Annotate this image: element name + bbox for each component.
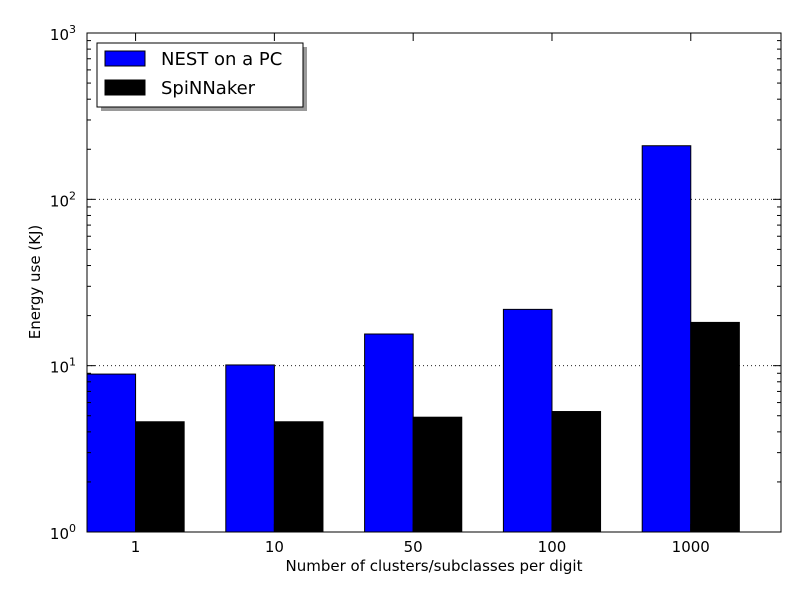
legend-label-1: SpiNNaker — [161, 78, 256, 99]
bar-spinnaker-100 — [551, 411, 602, 533]
bar-nest-1 — [86, 373, 137, 533]
bar-spinnaker-10 — [273, 421, 324, 533]
y-tick-label: 100 — [50, 522, 76, 543]
x-tick-labels: 1 10 50 100 1000 — [131, 538, 710, 556]
y-tick-labels: 100 101 102 103 — [50, 23, 76, 543]
legend-swatch-0 — [104, 50, 146, 67]
plot-frame — [86, 32, 782, 533]
bar-nest-1000 — [641, 145, 692, 533]
y-tick-label: 103 — [50, 23, 76, 44]
bar-spinnaker-1 — [135, 421, 185, 533]
bar-nest-10 — [225, 364, 275, 533]
bar-nest-100 — [502, 308, 553, 533]
y-tick-label: 102 — [50, 189, 76, 210]
legend-swatch-1 — [104, 79, 146, 96]
y-axis-label: Energy use (KJ) — [26, 225, 44, 340]
x-tick-label: 50 — [404, 538, 423, 556]
bars — [86, 145, 740, 533]
x-tick-label: 10 — [265, 538, 284, 556]
x-tick-label: 100 — [538, 538, 567, 556]
x-tick-label: 1 — [131, 538, 141, 556]
bar-spinnaker-1000 — [690, 321, 740, 533]
x-tick-label: 1000 — [672, 538, 710, 556]
y-tick-label: 101 — [50, 356, 76, 377]
bar-spinnaker-50 — [412, 416, 463, 533]
bar-nest-50 — [364, 333, 414, 533]
axis-ticks — [87, 32, 781, 533]
x-axis-label: Number of clusters/subclasses per digit — [286, 557, 583, 575]
legend: NEST on a PC SpiNNaker — [96, 42, 307, 111]
legend-label-0: NEST on a PC — [161, 49, 282, 70]
